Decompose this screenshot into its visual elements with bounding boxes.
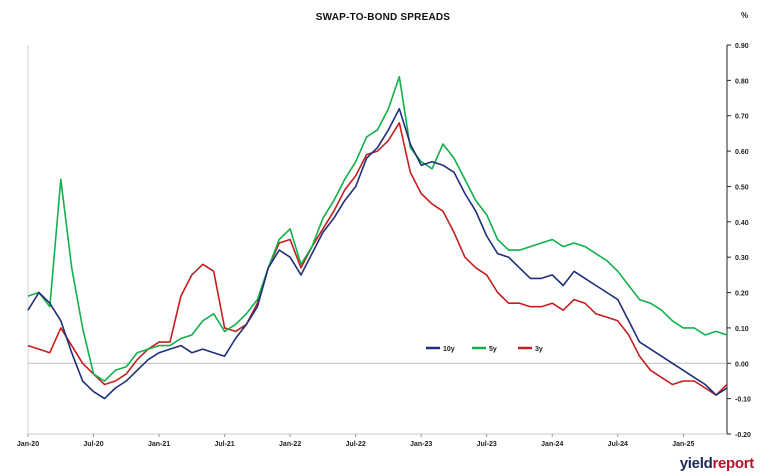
y-tick-label: 0.30 (735, 255, 749, 262)
x-tick-label: Jul-24 (608, 441, 628, 448)
y-tick-label: 0.40 (735, 220, 749, 227)
chart-title: SWAP-TO-BOND SPREADS (315, 12, 451, 23)
x-tick-label: Jul-23 (477, 441, 497, 448)
x-tick-label: Jul-21 (214, 441, 234, 448)
y-tick-label: 0.20 (735, 291, 749, 298)
x-tick-label: Jul-22 (346, 441, 366, 448)
legend-label-3y: 3y (535, 346, 543, 353)
y-tick-label: -0.20 (735, 432, 751, 439)
unit-label: % (741, 11, 749, 20)
x-tick-label: Jan-23 (410, 441, 432, 448)
brand-word-a: yield (679, 455, 713, 472)
series-line-10y (27, 107, 728, 400)
y-tick-label: 0.00 (735, 361, 749, 368)
y-tick-label: 0.90 (735, 43, 749, 50)
x-tick-label: Jan-24 (541, 441, 563, 448)
y-tick-label: -0.10 (735, 397, 751, 404)
legend-label-5y: 5y (489, 346, 497, 353)
series-line-3y (27, 122, 728, 396)
x-tick-label: Jul-20 (83, 441, 103, 448)
x-tick-label: Jan-20 (17, 441, 39, 448)
brand-word-b: report (712, 455, 754, 472)
series-line-5y (27, 76, 728, 382)
y-tick-label: 0.50 (735, 184, 749, 191)
y-tick-label: 0.80 (735, 78, 749, 85)
x-tick-label: Jan-21 (148, 441, 170, 448)
y-tick-label: 0.10 (735, 326, 749, 333)
x-tick-label: Jan-25 (672, 441, 694, 448)
brand-logo: yieldreport (679, 455, 755, 472)
legend: 10y 5y 3y (426, 346, 543, 353)
y-tick-label: 0.60 (735, 149, 749, 156)
legend-label-10y: 10y (443, 346, 455, 353)
y-tick-label: 0.70 (735, 114, 749, 121)
x-tick-label: Jan-22 (279, 441, 301, 448)
